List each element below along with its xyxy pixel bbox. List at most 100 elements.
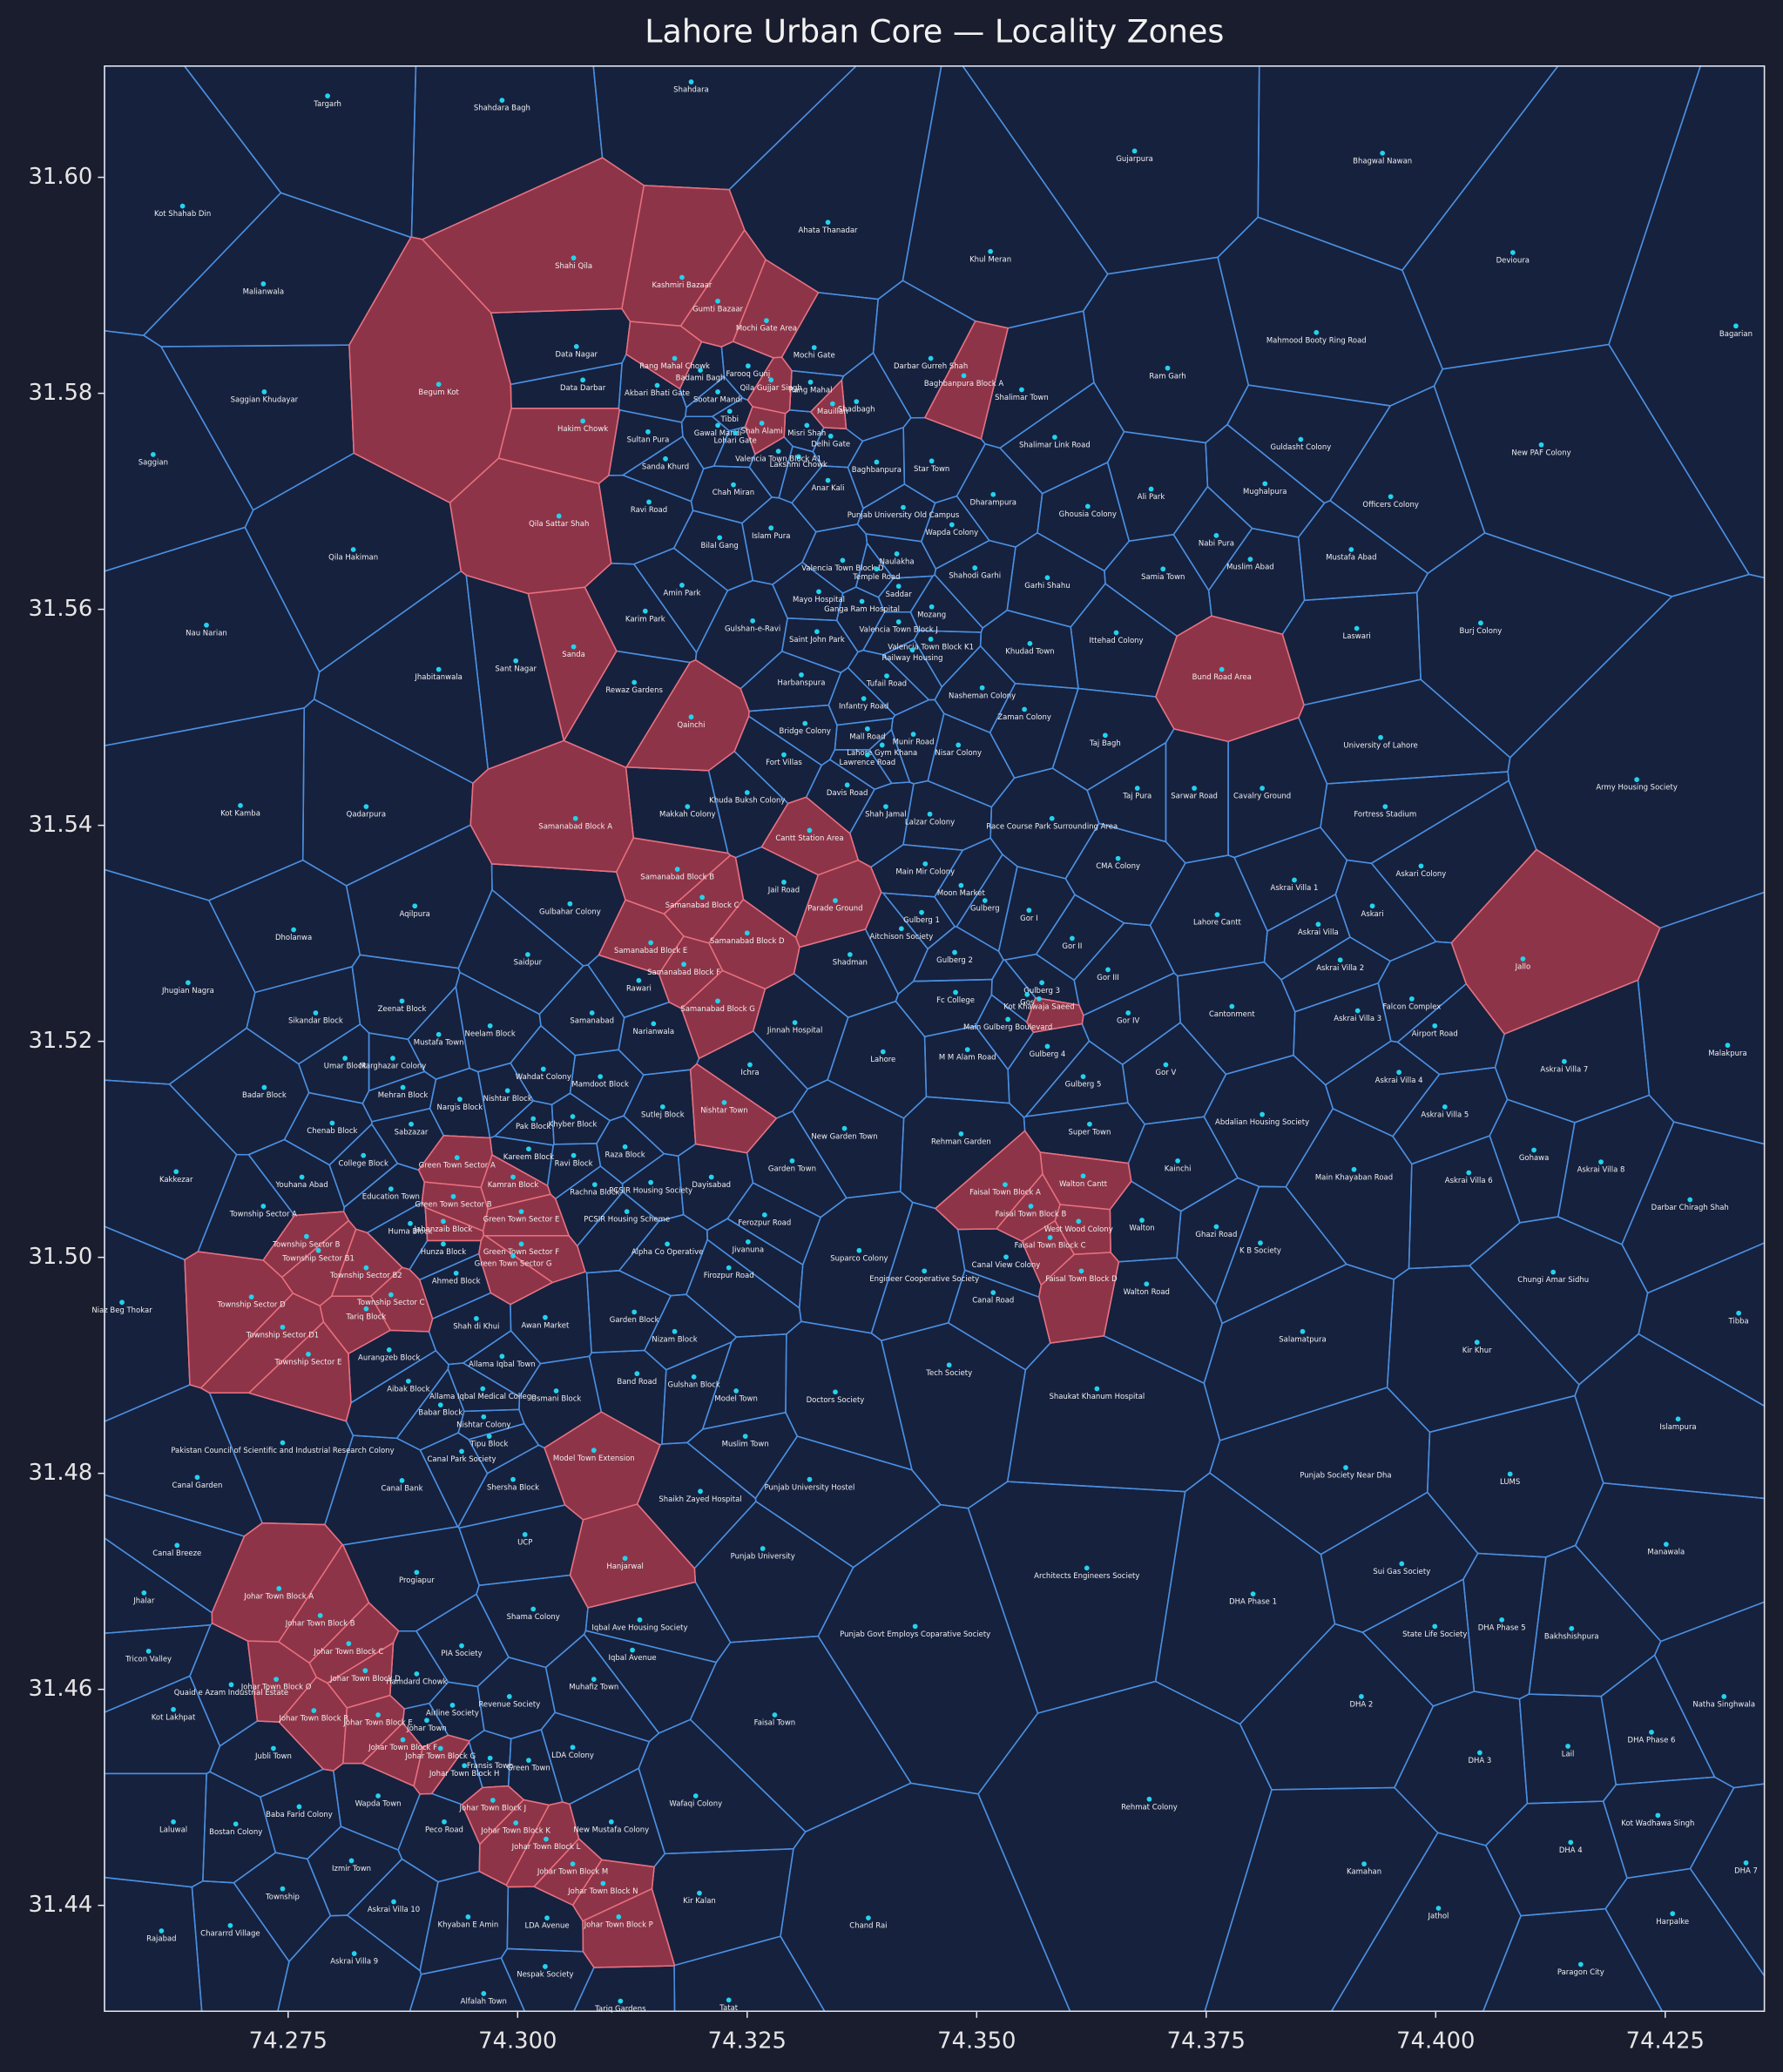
locality-point — [898, 926, 904, 932]
locality-point — [1569, 1625, 1575, 1631]
locality-point — [437, 1402, 443, 1407]
locality-point — [1087, 1121, 1092, 1127]
locality-point — [1380, 151, 1386, 156]
locality-point — [362, 1668, 368, 1674]
locality-point — [598, 1074, 604, 1080]
locality-point — [646, 499, 652, 505]
locality-label: Saddar — [886, 591, 913, 599]
locality-point — [1131, 148, 1138, 154]
locality-point — [487, 1755, 493, 1761]
locality-label: Tufail Road — [866, 680, 907, 689]
locality-label: Anar Kali — [812, 484, 845, 493]
locality-point — [961, 373, 967, 379]
locality-point — [1477, 1750, 1482, 1756]
locality-label: Youhana Abad — [274, 1181, 328, 1190]
locality-label: Ram Garh — [1149, 372, 1185, 381]
locality-label: Township Sector B2 — [329, 1272, 402, 1280]
locality-label: Nargis Block — [437, 1103, 483, 1112]
locality-point — [1369, 903, 1375, 909]
locality-point — [436, 1031, 442, 1037]
locality-point — [1125, 1010, 1131, 1016]
locality-point — [1509, 250, 1516, 255]
locality-label: Misri Shah — [787, 429, 826, 438]
locality-point — [150, 451, 156, 457]
locality-label: Chah Miran — [713, 489, 754, 497]
locality-label: Pakistan Council of Scientific and Indus… — [171, 1447, 394, 1455]
locality-label: Mayo Hospital — [793, 596, 845, 604]
locality-point — [280, 1886, 286, 1892]
locality-point — [261, 389, 267, 395]
locality-point — [1725, 1043, 1731, 1049]
locality-label: Sui Gas Society — [1373, 1568, 1430, 1576]
locality-label: Sanda Khurd — [642, 462, 689, 471]
locality-point — [691, 1373, 697, 1380]
locality-point — [473, 1316, 479, 1321]
locality-point — [744, 790, 750, 795]
locality-label: Gulberg — [970, 905, 1000, 914]
locality-label: Railway Housing — [882, 654, 943, 663]
locality-label: New Mustafa Colony — [573, 1826, 649, 1834]
locality-point — [1507, 1471, 1513, 1477]
locality-point — [299, 1174, 305, 1180]
locality-label: Township Sector E — [274, 1358, 342, 1367]
locality-point — [859, 598, 865, 604]
locality-point — [624, 1209, 630, 1215]
locality-point — [179, 203, 186, 209]
locality-label: Lahore Gym Khana — [847, 749, 917, 758]
locality-point — [1568, 1839, 1574, 1846]
locality-point — [409, 1121, 414, 1127]
locality-label: Walton — [1129, 1225, 1154, 1233]
locality-label: Ferozpur Road — [738, 1218, 791, 1227]
locality-point — [733, 430, 738, 435]
locality-point — [807, 827, 813, 834]
locality-label: Ahata Thanadar — [799, 226, 859, 235]
locality-label: Township Sector D1 — [246, 1331, 319, 1340]
locality-point — [526, 1146, 531, 1152]
locality-point — [276, 1586, 282, 1591]
locality-point — [919, 909, 924, 915]
locality-point — [952, 949, 957, 955]
locality-label: Moon Market — [937, 889, 986, 898]
locality-point — [616, 1914, 622, 1920]
locality-label: Aibak Block — [387, 1385, 429, 1394]
zone-layer — [104, 65, 1766, 2012]
locality-label: Army Housing Society — [1596, 784, 1677, 793]
highlighted-zone — [744, 406, 787, 456]
locality-point — [750, 618, 756, 624]
locality-point — [348, 1858, 355, 1864]
locality-point — [804, 422, 810, 429]
locality-label: Bridge Colony — [779, 727, 830, 736]
locality-label: Nabi Pura — [1199, 539, 1234, 548]
locality-point — [414, 1671, 420, 1677]
locality-point — [280, 1440, 286, 1446]
locality-label: Fort Villas — [766, 759, 802, 767]
locality-label: Badami Bagh — [676, 375, 726, 383]
locality-label: Khyber Block — [549, 1121, 598, 1130]
locality-label: Fc College — [936, 996, 975, 1005]
locality-point — [715, 389, 720, 395]
locality-point — [1432, 1023, 1438, 1029]
locality-label: Saggian Khudayar — [231, 396, 299, 405]
locality-label: Baghbanpura — [852, 466, 902, 475]
locality-label: Band Road — [617, 1378, 657, 1387]
locality-label: Alpha Co Operative — [631, 1248, 704, 1257]
locality-point — [1213, 532, 1219, 538]
locality-label: Fransis Town — [467, 1762, 513, 1771]
highlighted-zone — [680, 969, 767, 1059]
locality-point — [825, 477, 831, 483]
y-tick-label: 31.44 — [29, 1892, 93, 1918]
locality-point — [311, 1708, 317, 1713]
locality-point — [171, 1819, 176, 1825]
locality-label: Aurangzeb Block — [358, 1353, 420, 1362]
locality-point — [622, 1144, 628, 1150]
locality-label: Umar Block — [324, 1063, 367, 1071]
locality-label: Gor I — [1020, 915, 1037, 923]
locality-label: Rachna Block — [570, 1189, 619, 1198]
locality-point — [480, 1386, 486, 1392]
locality-label: Jhalar — [132, 1596, 155, 1605]
locality-point — [717, 535, 723, 541]
locality-point — [1354, 625, 1360, 631]
locality-point — [457, 1097, 463, 1103]
locality-label: Faisal Town Block B — [996, 1211, 1067, 1219]
locality-point — [375, 1793, 381, 1799]
